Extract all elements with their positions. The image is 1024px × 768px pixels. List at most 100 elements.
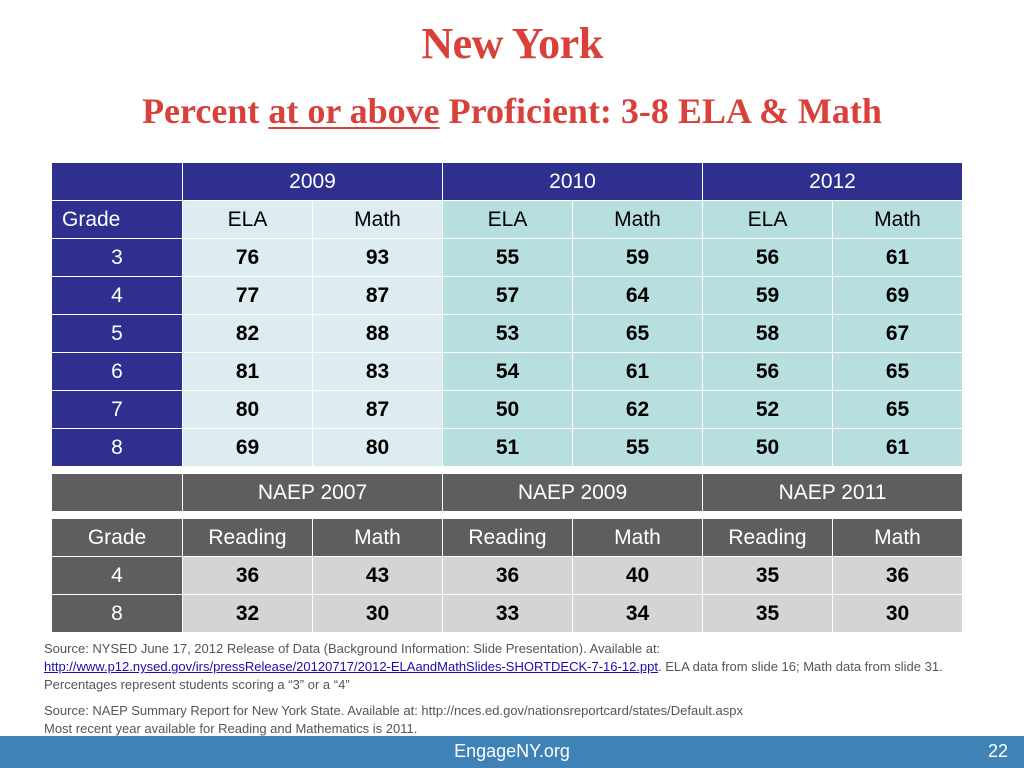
value-cell: 82 [182,314,313,353]
source2-line1: Source: NAEP Summary Report for New York… [44,703,743,718]
value-cell: 61 [832,238,963,277]
grade-cell: 4 [51,276,183,315]
value-cell: 36 [182,556,313,595]
page-number: 22 [987,741,1008,761]
footer-bar: EngageNY.org 22 [0,736,1024,768]
value-cell: 76 [182,238,313,277]
value-cell: 36 [832,556,963,595]
value-cell: 30 [832,594,963,633]
value-cell: 34 [572,594,703,633]
value-cell: 62 [572,390,703,429]
value-cell: 58 [702,314,833,353]
subject-header: Reading [182,518,313,557]
subject-header: Reading [442,518,573,557]
naep-table: NAEP 2007 NAEP 2009 NAEP 2011 Grade Read… [51,473,963,633]
source1-after-link: . ELA data from slide 16; Math data from… [44,659,943,692]
value-cell: 36 [442,556,573,595]
grade-cell: 8 [51,428,183,467]
naep-year-header: NAEP 2009 [442,473,703,512]
value-cell: 56 [702,238,833,277]
grade-header: Grade [51,518,183,557]
value-cell: 77 [182,276,313,315]
value-cell: 64 [572,276,703,315]
table-row: 8 69 80 51 55 50 61 [51,428,963,467]
value-cell: 88 [312,314,443,353]
corner-cell [51,473,183,512]
value-cell: 87 [312,390,443,429]
value-cell: 61 [832,428,963,467]
naep-year-header-row: NAEP 2007 NAEP 2009 NAEP 2011 [51,473,963,512]
value-cell: 54 [442,352,573,391]
value-cell: 80 [182,390,313,429]
table-gap [51,511,963,519]
table-row: 3 76 93 55 59 56 61 [51,238,963,277]
grade-cell: 4 [51,556,183,595]
value-cell: 35 [702,594,833,633]
value-cell: 52 [702,390,833,429]
subject-header: Math [832,200,963,239]
value-cell: 50 [702,428,833,467]
value-cell: 81 [182,352,313,391]
value-cell: 43 [312,556,443,595]
subject-header: ELA [442,200,573,239]
table-row: 5 82 88 53 65 58 67 [51,314,963,353]
grade-header: Grade [51,200,183,239]
value-cell: 83 [312,352,443,391]
page-title: New York [421,19,603,68]
source-note-nysed: Source: NYSED June 17, 2012 Release of D… [44,640,1004,694]
nysed-source-link[interactable]: http://www.p12.nysed.gov/irs/pressReleas… [44,659,658,674]
value-cell: 53 [442,314,573,353]
source-note-naep: Source: NAEP Summary Report for New York… [44,702,1004,738]
value-cell: 33 [442,594,573,633]
year-header: 2009 [182,162,443,201]
table-row: 4 77 87 57 64 59 69 [51,276,963,315]
naep-year-header: NAEP 2007 [182,473,443,512]
subject-header: Math [832,518,963,557]
value-cell: 35 [702,556,833,595]
value-cell: 51 [442,428,573,467]
table-row: 7 80 87 50 62 52 65 [51,390,963,429]
table-row: 4 36 43 36 40 35 36 [51,556,963,595]
subject-header-row: Grade ELA Math ELA Math ELA Math [51,200,963,239]
value-cell: 30 [312,594,443,633]
value-cell: 67 [832,314,963,353]
grade-cell: 3 [51,238,183,277]
value-cell: 69 [182,428,313,467]
year-header: 2010 [442,162,703,201]
subtitle-part2: Proficient: 3-8 ELA & Math [439,91,882,131]
value-cell: 50 [442,390,573,429]
value-cell: 87 [312,276,443,315]
grade-cell: 7 [51,390,183,429]
value-cell: 93 [312,238,443,277]
ela-math-table: 2009 2010 2012 Grade ELA Math ELA Math E… [51,162,963,467]
value-cell: 59 [572,238,703,277]
grade-cell: 6 [51,352,183,391]
footer-site: EngageNY.org [454,741,570,761]
value-cell: 55 [572,428,703,467]
value-cell: 65 [832,352,963,391]
value-cell: 65 [832,390,963,429]
corner-cell [51,162,183,201]
subject-header: Math [312,200,443,239]
value-cell: 61 [572,352,703,391]
table-row: 6 81 83 54 61 56 65 [51,352,963,391]
grade-cell: 5 [51,314,183,353]
value-cell: 55 [442,238,573,277]
value-cell: 65 [572,314,703,353]
naep-year-header: NAEP 2011 [702,473,963,512]
subject-header: Math [312,518,443,557]
subject-header: Reading [702,518,833,557]
value-cell: 59 [702,276,833,315]
value-cell: 32 [182,594,313,633]
value-cell: 57 [442,276,573,315]
year-header: 2012 [702,162,963,201]
page-subtitle: Percent at or above Proficient: 3-8 ELA … [0,90,1024,132]
naep-subject-header-row: Grade Reading Math Reading Math Reading … [51,518,963,557]
value-cell: 80 [312,428,443,467]
subject-header: Math [572,200,703,239]
source2-line2: Most recent year available for Reading a… [44,721,418,736]
grade-cell: 8 [51,594,183,633]
table-row: 8 32 30 33 34 35 30 [51,594,963,633]
value-cell: 69 [832,276,963,315]
value-cell: 56 [702,352,833,391]
